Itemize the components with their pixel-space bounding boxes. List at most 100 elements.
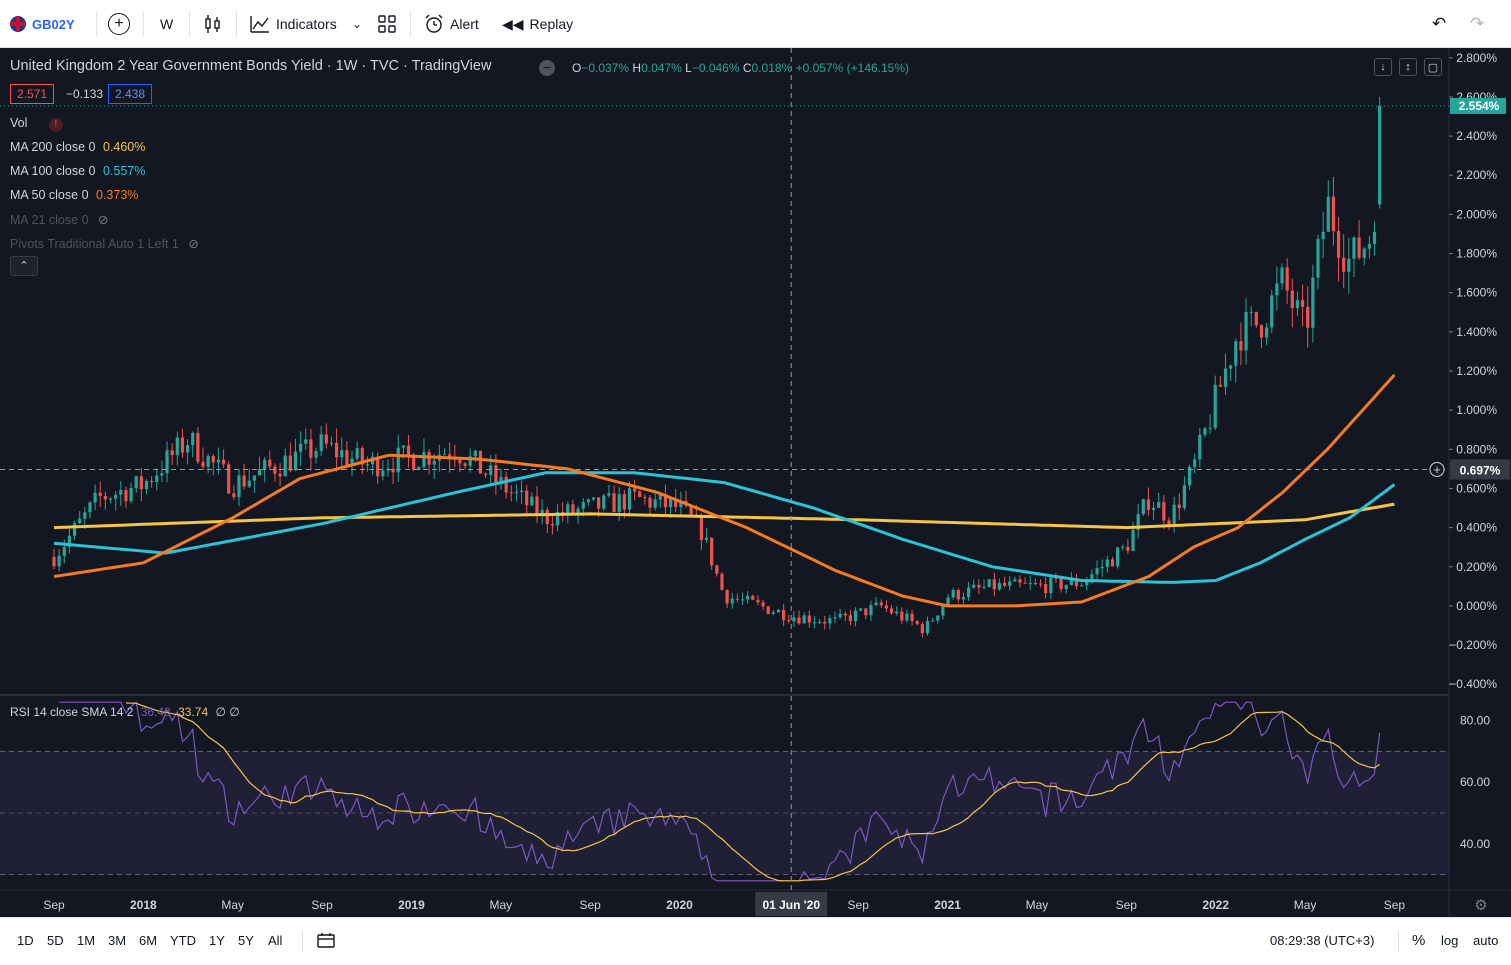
- percent-scale-button[interactable]: %: [1412, 931, 1426, 949]
- candle-body: [196, 432, 200, 462]
- maximize-pane-button[interactable]: ▢: [1424, 58, 1442, 76]
- toolbar-divider: [236, 12, 237, 36]
- range-ytd-button[interactable]: YTD: [170, 932, 196, 948]
- bottom-divider: [1398, 930, 1399, 952]
- candle-body: [211, 456, 215, 463]
- candle-body: [78, 518, 82, 524]
- collapse-pane-button[interactable]: ↕: [1399, 58, 1417, 76]
- chart-type-button[interactable]: [204, 0, 222, 48]
- range-1y-button[interactable]: 1Y: [209, 932, 225, 948]
- candle-body: [648, 497, 652, 508]
- auto-scale-button[interactable]: auto: [1473, 932, 1499, 948]
- range-1m-button[interactable]: 1M: [77, 932, 96, 948]
- candle-body: [299, 443, 303, 452]
- candle-body: [720, 573, 724, 590]
- indicators-dropdown-button[interactable]: ⌄: [352, 0, 362, 48]
- interval-button[interactable]: W: [160, 0, 173, 48]
- layout-button[interactable]: [378, 0, 396, 48]
- rsi-band: [0, 751, 1449, 875]
- candle-body: [1321, 231, 1325, 239]
- interval-label: W: [160, 16, 174, 32]
- candle-body: [1044, 583, 1048, 594]
- ma21-indicator[interactable]: MA 21 close 0 ⊘: [10, 212, 108, 227]
- candle-body: [494, 465, 498, 483]
- pivots-label: Pivots Traditional Auto 1 Left 1: [10, 237, 179, 251]
- rsi-label: RSI 14 close SMA 14 2: [10, 705, 134, 719]
- eye-hidden-icon[interactable]: ⊘: [188, 237, 199, 251]
- range-1d-button[interactable]: 1D: [17, 932, 34, 948]
- rsi-legend[interactable]: RSI 14 close SMA 14 2 36.48 33.74 ∅ ∅: [10, 705, 240, 719]
- candle-body: [977, 584, 981, 588]
- candle-body: [1362, 248, 1366, 258]
- time-tick-label: 2022: [1202, 898, 1229, 912]
- date-range-button[interactable]: [317, 918, 335, 962]
- alert-button[interactable]: Alert: [424, 0, 479, 48]
- candle-body: [1187, 466, 1192, 486]
- redo-button[interactable]: ↷: [1470, 0, 1484, 48]
- candle-body: [956, 589, 960, 600]
- candle-body: [643, 496, 647, 498]
- range-5d-button[interactable]: 5D: [47, 932, 64, 948]
- candle-body: [345, 450, 349, 465]
- candle-body: [1259, 325, 1264, 338]
- range-3m-button[interactable]: 3M: [108, 932, 127, 948]
- candle-body: [792, 617, 796, 622]
- range-5y-button[interactable]: 5Y: [238, 932, 254, 948]
- candle-body: [838, 613, 842, 618]
- candle-body: [668, 498, 673, 508]
- candle-body: [98, 492, 102, 496]
- undo-button[interactable]: ↶: [1432, 0, 1446, 48]
- buy-price-box[interactable]: 2.438: [108, 84, 153, 104]
- candle-body: [1085, 580, 1089, 586]
- maximize-icon: ▢: [1427, 61, 1439, 74]
- price-tick-label: 1.000%: [1456, 403, 1497, 417]
- candle-body: [823, 621, 827, 624]
- log-scale-button[interactable]: log: [1441, 932, 1459, 948]
- candle-body: [1146, 499, 1151, 510]
- vol-indicator[interactable]: Vol !: [10, 116, 63, 132]
- legend-settings-button[interactable]: −: [539, 60, 555, 76]
- candle-body: [1162, 502, 1166, 521]
- rsi-tick-label: 60.00: [1460, 775, 1490, 789]
- ma100-indicator[interactable]: MA 100 close 0 0.557%: [10, 164, 145, 178]
- candle-body: [365, 464, 370, 466]
- ma200-indicator[interactable]: MA 200 close 0 0.460%: [10, 140, 145, 154]
- range-6m-button[interactable]: 6M: [139, 932, 158, 948]
- candle-body: [278, 473, 282, 477]
- candle-body: [237, 475, 241, 497]
- candle-body: [478, 450, 483, 474]
- candle-body: [1095, 568, 1099, 575]
- candle-body: [658, 494, 662, 500]
- candle-body: [900, 611, 904, 621]
- candle-body: [1028, 583, 1032, 585]
- candle-body: [525, 490, 529, 506]
- timezone-button[interactable]: 08:29:38 (UTC+3): [1270, 932, 1375, 948]
- candle-body: [1198, 434, 1202, 460]
- candle-body: [1193, 459, 1197, 467]
- chart-canvas[interactable]: 2.800%2.600%2.400%2.200%2.000%1.800%1.60…: [0, 48, 1511, 918]
- compare-button[interactable]: +: [108, 0, 130, 48]
- chart-container[interactable]: 2.800% 2.600% 2.400% 2.200% 2.000% 1.800% 1.60…: [0, 48, 1511, 923]
- ma21-label: MA 21 close 0: [10, 213, 89, 227]
- collapse-legend-button[interactable]: ⌃: [10, 256, 38, 276]
- add-alert-plus-icon[interactable]: [1429, 461, 1445, 477]
- candle-body: [1018, 579, 1022, 583]
- candle-body: [1234, 341, 1238, 366]
- indicators-button[interactable]: Indicators: [250, 0, 337, 48]
- time-tick-label: 2020: [666, 898, 693, 912]
- candle-body: [530, 496, 534, 506]
- candle-body: [1121, 546, 1125, 548]
- sell-price-box[interactable]: 2.571: [10, 84, 55, 104]
- price-tick-label: 2.200%: [1456, 168, 1497, 182]
- high-label: H: [632, 61, 642, 75]
- ma50-indicator[interactable]: MA 50 close 0 0.373%: [10, 188, 138, 202]
- move-pane-down-button[interactable]: ↓: [1374, 58, 1392, 76]
- range-all-button[interactable]: All: [268, 932, 283, 948]
- symbol-search-button[interactable]: GB02Y: [10, 0, 75, 48]
- candle-body: [1326, 196, 1330, 232]
- eye-hidden-icon[interactable]: ⊘: [98, 213, 109, 227]
- candle-body: [972, 584, 976, 588]
- replay-button[interactable]: ◀◀ Replay: [502, 0, 573, 48]
- pivots-indicator[interactable]: Pivots Traditional Auto 1 Left 1 ⊘: [10, 236, 199, 251]
- candle-body: [1229, 365, 1233, 369]
